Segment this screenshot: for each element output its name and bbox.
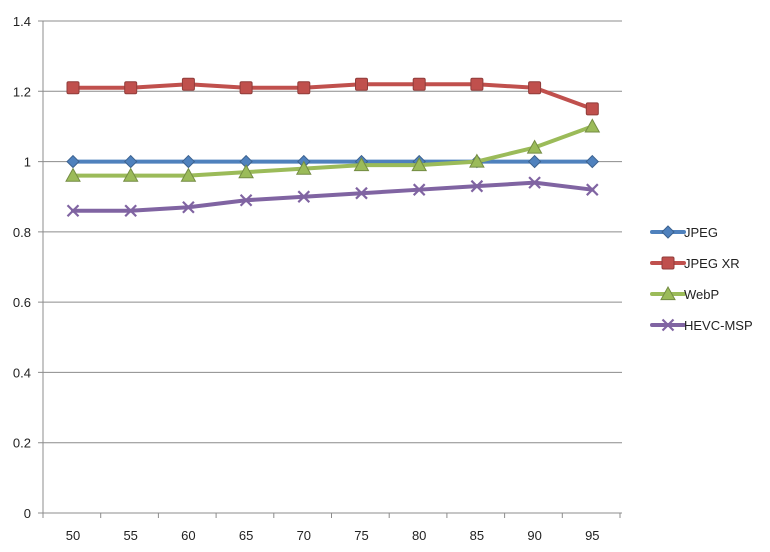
legend-marker-jpeg [661, 225, 675, 239]
data-point-webp [469, 153, 485, 168]
data-point-jpeg-xr [528, 81, 542, 95]
legend-marker-webp [660, 285, 676, 301]
data-point-webp [584, 118, 601, 133]
data-point-webp [180, 167, 197, 182]
x-tick-label: 60 [181, 528, 195, 543]
data-point-jpeg-xr [124, 81, 138, 95]
data-point-jpeg-xr [297, 81, 311, 95]
x-tick-label: 90 [527, 528, 541, 543]
data-point-hevc-msp [124, 204, 137, 218]
x-tick-label: 50 [66, 528, 80, 543]
data-point-webp [295, 160, 312, 175]
series-line-hevc-msp [71, 180, 595, 213]
y-tick-label: 1.2 [13, 84, 31, 99]
series-line-jpeg-xr [71, 82, 595, 111]
data-point-hevc-msp [412, 183, 426, 196]
x-tick-label: 70 [297, 528, 311, 543]
axes [38, 21, 622, 518]
data-point-jpeg [123, 154, 138, 169]
data-point-webp [238, 164, 254, 179]
y-tick-label: 0.2 [13, 436, 31, 451]
legend-marker-hevc-msp [661, 318, 675, 332]
data-point-jpeg-xr [66, 81, 80, 95]
y-tick-label: 0.8 [13, 225, 31, 240]
legend-label-jpeg: JPEG [684, 225, 718, 240]
data-point-webp [526, 139, 543, 154]
data-point-jpeg [181, 154, 196, 169]
data-point-jpeg-xr [181, 77, 195, 91]
series-line-webp [71, 124, 595, 178]
data-point-hevc-msp [182, 200, 195, 214]
x-tick-label: 80 [412, 528, 426, 543]
data-point-jpeg-xr [239, 81, 253, 95]
legend: JPEG JPEG XR WebP HEVC-MSP [650, 225, 753, 333]
legend-label-jpeg-xr: JPEG XR [684, 256, 740, 271]
series-lines [65, 77, 601, 218]
y-tick-label: 0.4 [13, 365, 31, 380]
data-point-hevc-msp [528, 176, 541, 189]
x-tick-label: 85 [470, 528, 484, 543]
data-point-jpeg [585, 154, 600, 169]
data-point-hevc-msp [66, 204, 80, 218]
x-tick-label: 75 [354, 528, 368, 543]
y-tick-label: 1.4 [13, 14, 31, 29]
y-tick-label: 1 [24, 155, 31, 170]
data-point-jpeg-xr [412, 77, 426, 91]
x-tick-label: 55 [123, 528, 137, 543]
x-tick-label: 65 [239, 528, 253, 543]
data-point-webp [122, 167, 139, 182]
data-point-jpeg [66, 154, 80, 169]
data-point-jpeg-xr [585, 102, 599, 116]
x-tick-label: 95 [585, 528, 599, 543]
legend-label-webp: WebP [684, 287, 719, 302]
data-point-hevc-msp [586, 183, 599, 196]
data-point-jpeg [527, 154, 542, 169]
legend-label-hevc-msp: HEVC-MSP [684, 318, 753, 333]
data-point-jpeg-xr [470, 77, 484, 91]
data-point-webp [353, 157, 370, 172]
data-point-hevc-msp [297, 190, 311, 203]
y-tick-label: 0 [24, 506, 31, 521]
data-point-jpeg-xr [355, 77, 368, 91]
data-point-hevc-msp [239, 193, 253, 207]
y-tick-label: 0.6 [13, 295, 31, 310]
legend-marker-jpeg-xr [661, 256, 675, 270]
data-point-hevc-msp [470, 179, 484, 193]
tick-labels: 0 0.2 0.4 0.6 0.8 1 1.2 1.4 50 55 60 65 70 75 80 85 90 95 [13, 14, 600, 543]
data-point-webp [65, 167, 81, 182]
data-point-hevc-msp [355, 186, 368, 200]
data-point-webp [411, 157, 428, 172]
